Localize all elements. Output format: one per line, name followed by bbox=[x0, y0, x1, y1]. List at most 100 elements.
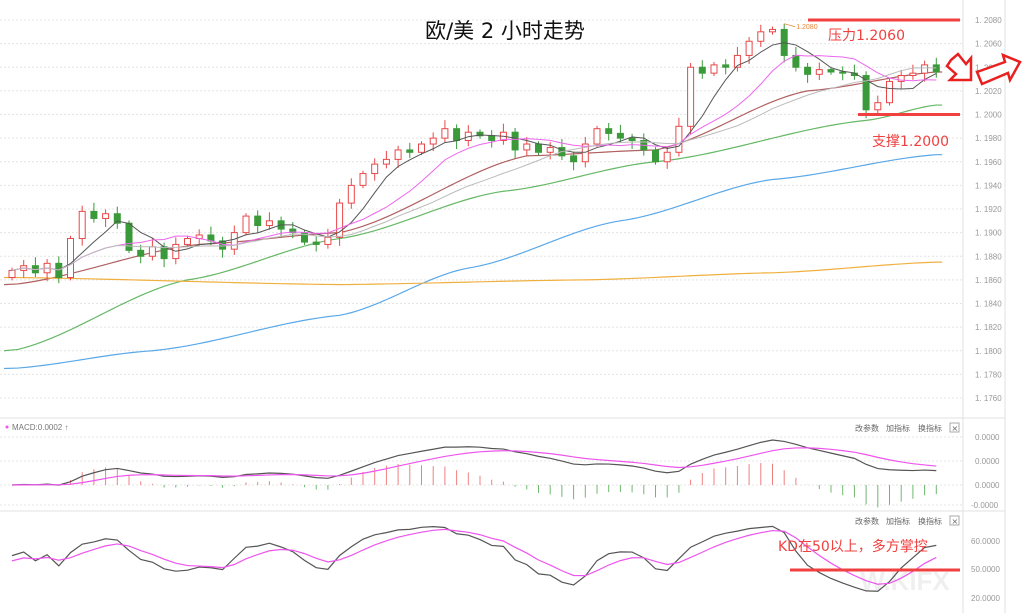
edit-params-button[interactable]: 改参数 bbox=[855, 516, 879, 526]
add-indicator-button[interactable]: 加指标 bbox=[886, 516, 910, 526]
candle-body bbox=[663, 151, 671, 163]
candle-body bbox=[769, 28, 776, 33]
price-tick-label: 1. 1860 bbox=[975, 276, 1002, 285]
candle bbox=[687, 62, 695, 135]
candle-body bbox=[441, 128, 449, 139]
candle bbox=[137, 244, 145, 264]
candle-body bbox=[815, 69, 823, 75]
candle bbox=[769, 26, 776, 35]
candle bbox=[336, 198, 344, 246]
close-icon: × bbox=[952, 424, 959, 433]
candle bbox=[230, 225, 238, 255]
macd-dea-line bbox=[11, 447, 937, 486]
candle bbox=[488, 130, 496, 148]
candle bbox=[499, 123, 507, 145]
candle-body bbox=[839, 71, 847, 74]
candle bbox=[347, 178, 355, 209]
ma-line-MA-brown bbox=[3, 71, 943, 286]
candle-body bbox=[184, 238, 191, 245]
candle-body bbox=[710, 64, 718, 74]
candle bbox=[839, 66, 847, 81]
candle-body bbox=[359, 173, 367, 186]
candle bbox=[265, 212, 273, 230]
candle-body bbox=[523, 143, 531, 151]
candle-body bbox=[289, 228, 297, 234]
candle bbox=[663, 146, 671, 169]
candle bbox=[733, 46, 741, 72]
price-tick-label: 1. 2080 bbox=[975, 16, 1002, 25]
candle bbox=[113, 206, 121, 229]
candle-body bbox=[324, 236, 332, 245]
candle-body bbox=[909, 72, 917, 77]
candle-body bbox=[804, 66, 812, 75]
max-price-pointer bbox=[784, 23, 796, 28]
candle-body bbox=[897, 75, 905, 82]
switch-indicator-button[interactable]: 换指标 bbox=[918, 516, 942, 526]
candle bbox=[78, 205, 86, 246]
candle bbox=[207, 226, 215, 246]
switch-indicator-button[interactable]: 换指标 bbox=[918, 423, 942, 433]
edit-params-button[interactable]: 改参数 bbox=[855, 423, 879, 433]
arrow-down-right-icon bbox=[945, 52, 973, 82]
candle-body bbox=[160, 246, 168, 260]
candle-body bbox=[429, 137, 437, 145]
candle bbox=[722, 59, 730, 75]
candle bbox=[815, 62, 823, 81]
chart-title: 欧/美 2 小时走势 bbox=[425, 19, 585, 43]
add-indicator-button[interactable]: 加指标 bbox=[886, 423, 910, 433]
candle bbox=[874, 95, 882, 116]
candle bbox=[254, 210, 262, 233]
candle-body bbox=[581, 143, 589, 163]
candle bbox=[90, 202, 98, 223]
kd-tick: 60.0000 bbox=[971, 537, 1000, 546]
candle-body bbox=[570, 155, 578, 163]
candle-body bbox=[757, 31, 765, 42]
candle-body bbox=[67, 238, 74, 279]
candles bbox=[8, 23, 940, 284]
candle-body bbox=[102, 213, 110, 219]
kd-tick: 50.0000 bbox=[971, 565, 1000, 574]
candle-body bbox=[687, 66, 695, 127]
close-panel-button[interactable] bbox=[949, 515, 960, 526]
macd-tick: 0.0000 bbox=[975, 457, 1000, 466]
candle bbox=[757, 24, 765, 47]
candle-body bbox=[535, 143, 542, 153]
candle-body bbox=[312, 241, 320, 245]
candle-body bbox=[628, 137, 636, 141]
candle bbox=[277, 216, 285, 238]
close-panel-button[interactable] bbox=[949, 422, 960, 433]
candle-body bbox=[78, 210, 86, 240]
candle bbox=[710, 62, 718, 76]
price-tick-label: 1. 1940 bbox=[975, 181, 1002, 190]
candle-body bbox=[382, 158, 390, 165]
kd-k-line bbox=[11, 525, 937, 592]
candle-body bbox=[862, 75, 870, 111]
candle-body bbox=[593, 128, 601, 145]
candle-body bbox=[546, 147, 554, 153]
candle-body bbox=[733, 54, 741, 68]
candle-body bbox=[254, 215, 262, 227]
candle bbox=[570, 151, 578, 171]
candle-body bbox=[722, 64, 730, 68]
kd-tick: 20.0000 bbox=[971, 594, 1000, 603]
candle bbox=[148, 238, 156, 261]
candle bbox=[453, 124, 461, 149]
candle bbox=[511, 127, 519, 159]
candle-body bbox=[406, 149, 414, 153]
macd-header: MACD:0.0002 ↑ bbox=[12, 423, 68, 432]
price-tick-label: 1. 2060 bbox=[975, 40, 1002, 49]
price-tick-label: 1. 1760 bbox=[975, 394, 1002, 403]
candle bbox=[628, 133, 636, 149]
macd-panel-buttons: 改参数 加指标 换指标 × bbox=[855, 422, 960, 433]
price-tick-label: 1. 1820 bbox=[975, 323, 1002, 332]
macd-tick: -0.0000 bbox=[971, 501, 999, 510]
candle-body bbox=[113, 213, 121, 224]
macd-plot bbox=[11, 439, 937, 508]
ma-line-MA-blue bbox=[3, 154, 943, 370]
price-tick-label: 1. 1900 bbox=[975, 229, 1002, 238]
candle bbox=[242, 213, 250, 236]
candle-body bbox=[652, 149, 659, 163]
price-tick-label: 1. 1840 bbox=[975, 300, 1002, 309]
candle-body bbox=[90, 210, 98, 219]
